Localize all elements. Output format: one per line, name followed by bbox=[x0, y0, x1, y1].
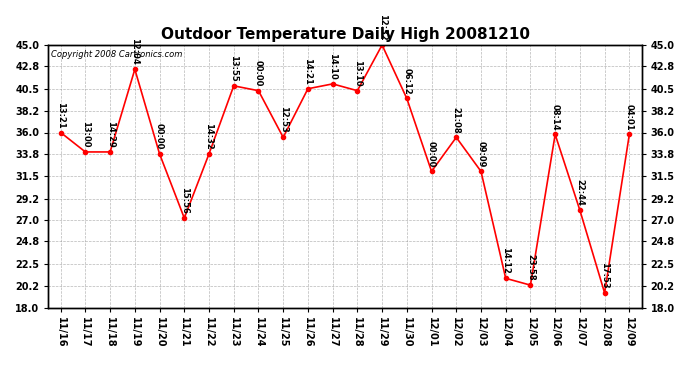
Text: 21:08: 21:08 bbox=[452, 106, 461, 133]
Text: 00:00: 00:00 bbox=[254, 60, 263, 87]
Text: 23:58: 23:58 bbox=[526, 254, 535, 281]
Text: 15:56: 15:56 bbox=[180, 187, 189, 214]
Text: 14:10: 14:10 bbox=[328, 53, 337, 80]
Text: 04:01: 04:01 bbox=[625, 104, 634, 130]
Text: 08:14: 08:14 bbox=[551, 104, 560, 130]
Text: 17:53: 17:53 bbox=[600, 262, 609, 289]
Text: 14:29: 14:29 bbox=[106, 121, 115, 148]
Text: 13:10: 13:10 bbox=[353, 60, 362, 87]
Text: 13:21: 13:21 bbox=[56, 102, 65, 128]
Text: 06:12: 06:12 bbox=[402, 68, 411, 94]
Text: 14:21: 14:21 bbox=[304, 58, 313, 85]
Text: Copyright 2008 Cartronics.com: Copyright 2008 Cartronics.com bbox=[51, 50, 183, 59]
Text: 12:32: 12:32 bbox=[377, 14, 386, 41]
Text: 13:00: 13:00 bbox=[81, 121, 90, 148]
Text: 00:00: 00:00 bbox=[155, 123, 164, 150]
Text: 14:32: 14:32 bbox=[204, 123, 213, 150]
Text: 22:44: 22:44 bbox=[575, 179, 584, 206]
Text: 12:04: 12:04 bbox=[130, 38, 139, 65]
Title: Outdoor Temperature Daily High 20081210: Outdoor Temperature Daily High 20081210 bbox=[161, 27, 529, 42]
Text: 14:12: 14:12 bbox=[501, 247, 510, 274]
Text: 09:09: 09:09 bbox=[477, 141, 486, 167]
Text: 00:00: 00:00 bbox=[427, 141, 436, 167]
Text: 13:55: 13:55 bbox=[229, 55, 238, 82]
Text: 12:53: 12:53 bbox=[279, 106, 288, 133]
